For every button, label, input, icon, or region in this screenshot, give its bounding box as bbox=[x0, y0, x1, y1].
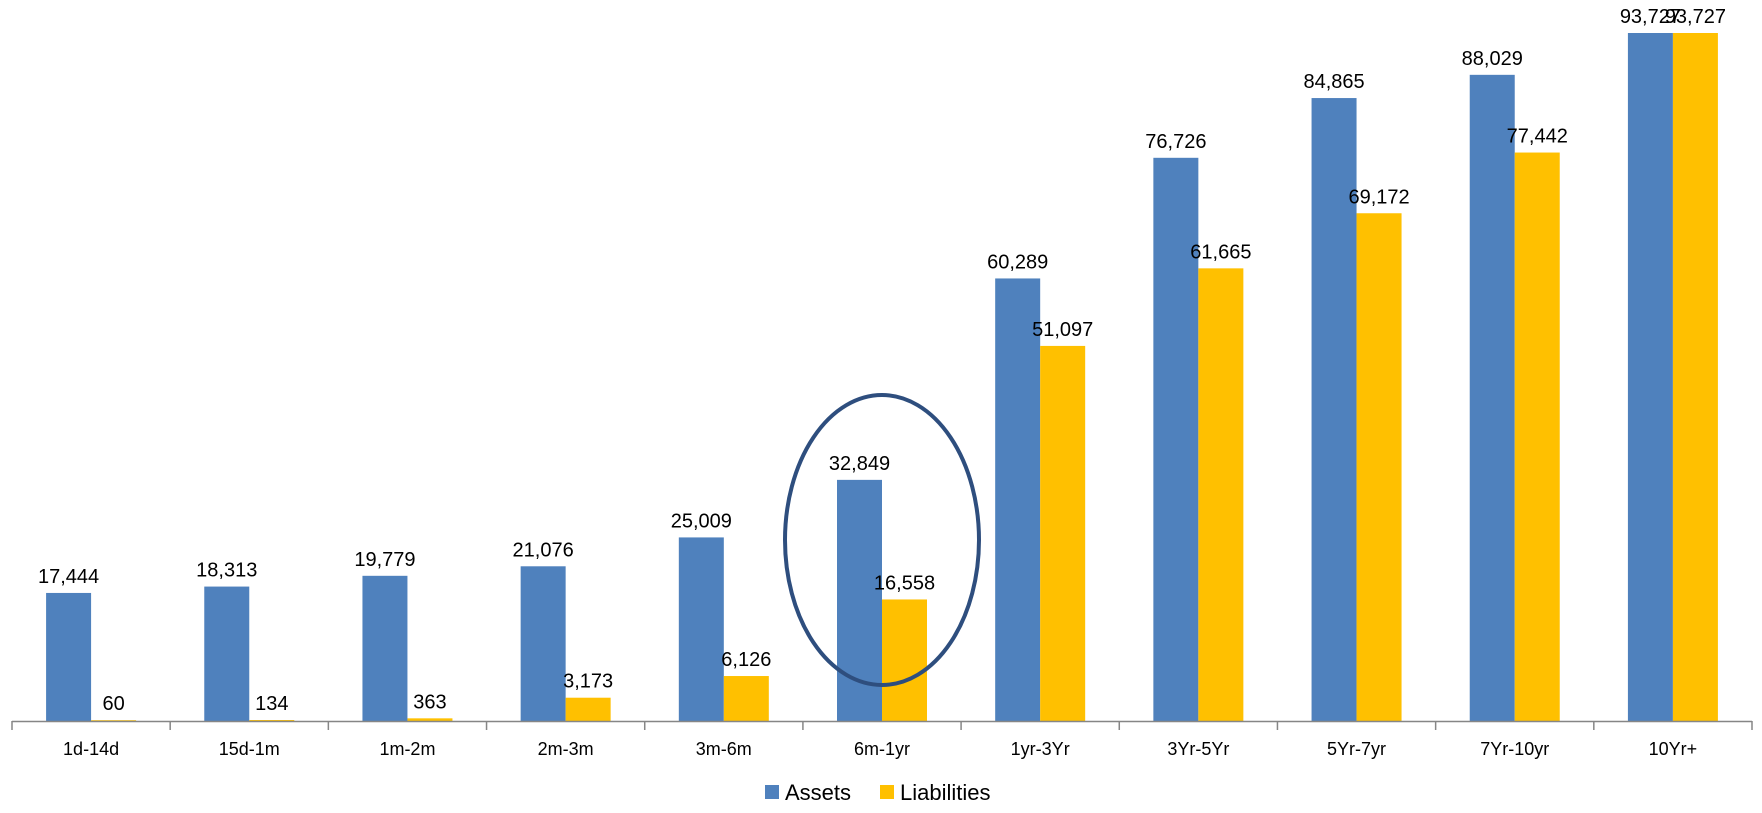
data-labels-layer: 17,444 60 18,313 134 19,779 363 21,076 3,173 25,… bbox=[38, 6, 1726, 715]
x-tick-label-3m-6m: 3m-6m bbox=[696, 739, 752, 759]
legend: Assets Liabilities bbox=[765, 780, 991, 805]
data-label-assets-1yr-3yr: 60,289 bbox=[987, 251, 1048, 273]
x-tick-label-6m-1yr: 6m-1yr bbox=[854, 739, 910, 759]
data-label-assets-3yr-5yr: 76,726 bbox=[1145, 131, 1206, 153]
x-tick-label-7yr-10yr: 7Yr-10yr bbox=[1480, 739, 1549, 759]
bar-assets-1yr-3yr bbox=[995, 278, 1041, 721]
x-tick-label-1yr-3yr: 1yr-3Yr bbox=[1011, 739, 1070, 759]
data-label-assets-3m-6m: 25,009 bbox=[671, 510, 732, 532]
x-tick-label-1m-2m: 1m-2m bbox=[379, 739, 435, 759]
bar-assets-15d-1m bbox=[204, 586, 250, 721]
data-label-assets-10yr-: 93,727 bbox=[1620, 6, 1681, 28]
legend-label-liabilities: Liabilities bbox=[900, 780, 991, 805]
bar-liabilities-6m-1yr bbox=[882, 599, 927, 721]
bar-liabilities-3m-6m bbox=[723, 676, 769, 721]
data-label-assets-1m-2m: 19,779 bbox=[354, 549, 415, 571]
data-label-liabilities-1m-2m: 363 bbox=[413, 691, 446, 713]
x-axis: 1d-14d 15d-1m 1m-2m 2m-3m 3m-6m 6m-1yr 1yr-3Yr… bbox=[11, 720, 1753, 759]
bar-liabilities-3yr-5yr bbox=[1198, 268, 1244, 721]
bar-assets-10yr- bbox=[1627, 33, 1673, 721]
bar-liabilities-1yr-3yr bbox=[1040, 345, 1086, 721]
bar-assets-3m-6m bbox=[678, 537, 724, 721]
bar-liabilities-2m-3m bbox=[565, 697, 611, 721]
x-tick-label-10yr-: 10Yr+ bbox=[1649, 739, 1698, 759]
x-tick-label-3yr-5yr: 3Yr-5Yr bbox=[1167, 739, 1229, 759]
x-tick-label-15d-1m: 15d-1m bbox=[219, 739, 280, 759]
legend-swatch-liabilities bbox=[880, 785, 894, 799]
data-label-liabilities-10yr-: 93,727 bbox=[1665, 6, 1726, 28]
data-label-liabilities-7yr-10yr: 77,442 bbox=[1507, 126, 1568, 148]
bar-liabilities-10yr- bbox=[1672, 33, 1718, 721]
bars-layer bbox=[46, 33, 1718, 722]
highlight-ellipse bbox=[783, 393, 981, 687]
bar-liabilities-15d-1m bbox=[249, 720, 295, 721]
bar-liabilities-1m-2m bbox=[407, 718, 453, 721]
bar-assets-3yr-5yr bbox=[1153, 157, 1199, 722]
data-label-liabilities-5yr-7yr: 69,172 bbox=[1348, 186, 1409, 208]
data-label-assets-15d-1m: 18,313 bbox=[196, 560, 257, 582]
data-label-liabilities-6m-1yr: 16,558 bbox=[874, 572, 935, 594]
legend-swatch-assets bbox=[765, 785, 779, 799]
annotation-layer bbox=[783, 393, 981, 687]
x-tick-label-1d-14d: 1d-14d bbox=[63, 739, 119, 759]
data-label-liabilities-2m-3m: 3,173 bbox=[563, 671, 613, 693]
data-label-assets-5yr-7yr: 84,865 bbox=[1303, 71, 1364, 93]
bar-assets-5yr-7yr bbox=[1311, 98, 1357, 722]
data-label-assets-1d-14d: 17,444 bbox=[38, 566, 99, 588]
bar-liabilities-5yr-7yr bbox=[1356, 213, 1402, 721]
data-label-liabilities-1yr-3yr: 51,097 bbox=[1032, 319, 1093, 341]
data-label-assets-7yr-10yr: 88,029 bbox=[1462, 48, 1523, 70]
data-label-liabilities-1d-14d: 60 bbox=[102, 693, 124, 715]
data-label-assets-6m-1yr: 32,849 bbox=[829, 453, 890, 475]
data-label-liabilities-3m-6m: 6,126 bbox=[721, 649, 771, 671]
bar-assets-1d-14d bbox=[46, 592, 92, 721]
bar-assets-2m-3m bbox=[520, 566, 566, 721]
bar-assets-1m-2m bbox=[362, 575, 408, 721]
data-label-assets-2m-3m: 21,076 bbox=[513, 539, 574, 561]
data-label-liabilities-15d-1m: 134 bbox=[255, 693, 288, 715]
bar-assets-7yr-10yr bbox=[1469, 74, 1515, 721]
x-tick-label-2m-3m: 2m-3m bbox=[538, 739, 594, 759]
x-tick-label-5yr-7yr: 5Yr-7yr bbox=[1327, 739, 1386, 759]
data-label-liabilities-3yr-5yr: 61,665 bbox=[1190, 241, 1251, 263]
bar-liabilities-7yr-10yr bbox=[1514, 152, 1560, 722]
legend-label-assets: Assets bbox=[785, 780, 851, 805]
bar-liabilities-1d-14d bbox=[91, 720, 137, 721]
